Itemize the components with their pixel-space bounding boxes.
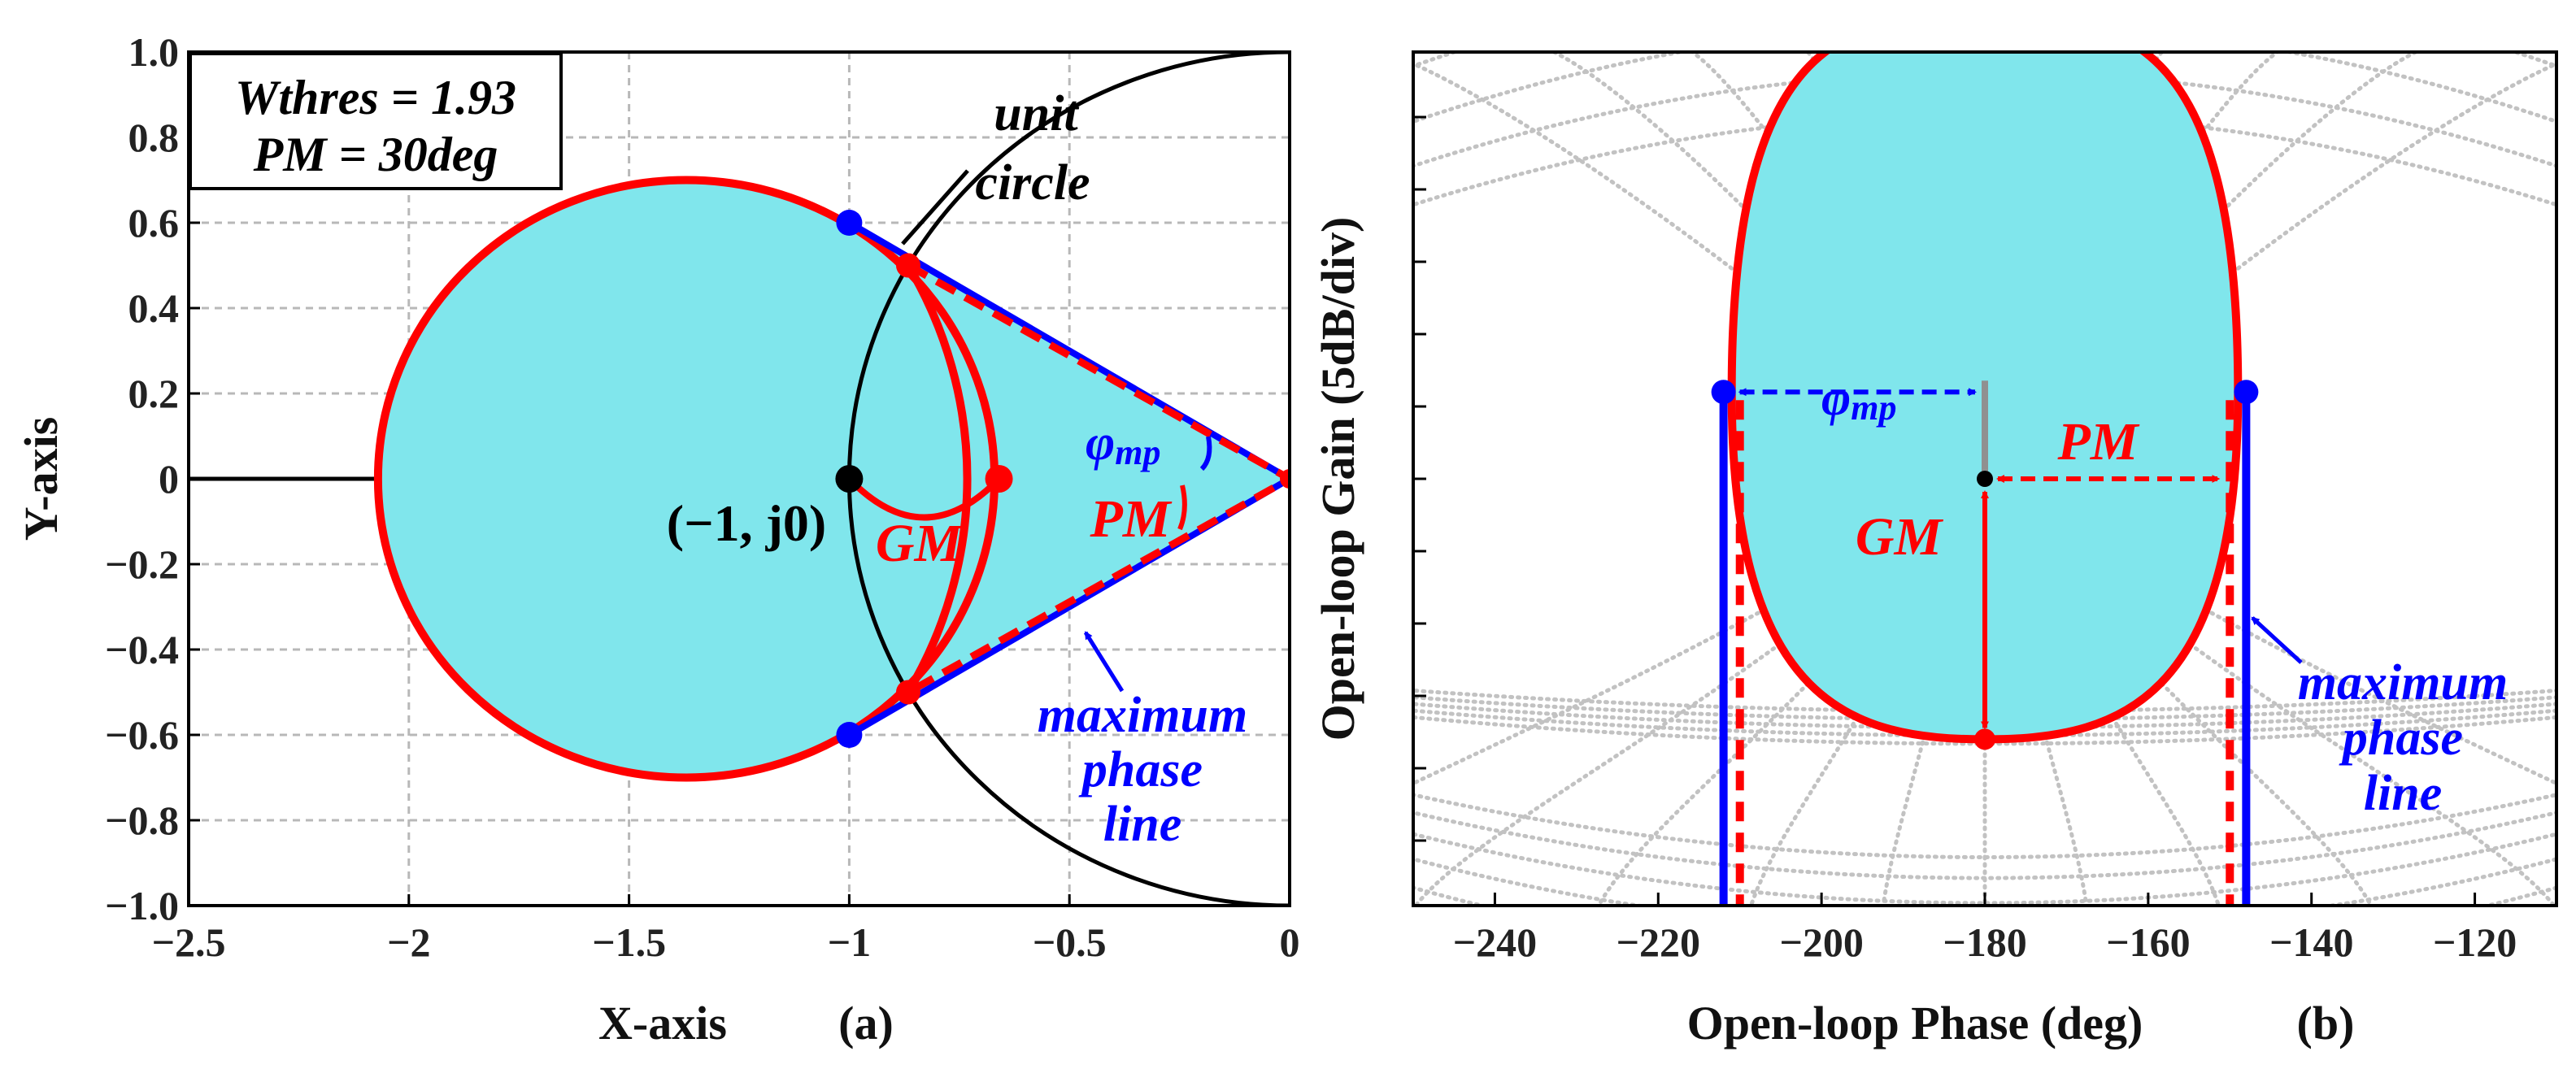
pm-angle-arc: [1177, 485, 1187, 531]
x-tick-label: −1: [828, 919, 872, 965]
pm-arc: [904, 263, 972, 695]
panel-b: −240 −220 −200 −180 −160 −140 −120 φmp PM GM m…: [1312, 50, 2558, 1049]
x-tick-label: 0: [1280, 919, 1300, 965]
point-blue-top: [836, 210, 863, 236]
x-tick-label-b: −200: [1779, 919, 1864, 965]
phi-subscript-b: mp: [1851, 388, 1896, 428]
point-blue-left: [1711, 380, 1736, 405]
x-tick-label: −2: [387, 919, 431, 965]
x-tick-label-b: −240: [1453, 919, 1538, 965]
max-phase-label-1: maximum: [1038, 688, 1247, 743]
phase-contour: [1982, 52, 2465, 481]
params-line-1: Wthres = 1.93: [235, 71, 516, 124]
y-tick-label: 0.6: [128, 200, 180, 246]
gm-arc: [846, 476, 1002, 521]
params-line-2: PM = 30deg: [253, 128, 498, 181]
phi-symbol: φ: [1086, 415, 1115, 471]
forbidden-wedge-fill: [849, 223, 1290, 735]
params-box: [189, 52, 563, 190]
x-tick-label-b: −120: [2433, 919, 2517, 965]
x-tick-label-b: −160: [2106, 919, 2191, 965]
panel-label-b: (b): [2297, 997, 2355, 1049]
max-phase-pointer-a: [1083, 631, 1125, 693]
phi-mp-angle-arc: [1199, 436, 1212, 471]
x-tick-label: −2.5: [152, 919, 226, 965]
max-phase-label-b-3: line: [2364, 766, 2442, 821]
y-tick-label: −0.8: [105, 797, 179, 843]
point-red-bottom: [895, 680, 920, 705]
pm-label-b: PM: [2057, 412, 2140, 471]
max-phase-label-b-2: phase: [2339, 710, 2463, 766]
max-phase-label-3: line: [1103, 797, 1181, 852]
point-critical-b: [1977, 471, 1993, 487]
x-axis-label-a: X-axis: [598, 997, 727, 1049]
max-phase-label-b-1: maximum: [2298, 655, 2508, 710]
data-layer-a: [189, 52, 1290, 906]
point-red-top: [895, 253, 920, 278]
x-axis-label-b: Open-loop Phase (deg): [1687, 997, 2143, 1049]
y-tick-label: 0.2: [128, 371, 180, 416]
pm-line: [906, 262, 1290, 696]
ticks-a: −2.5 −2 −1.5 −1 −0.5 0 1.0 0.8 0.6 0.4 0.2 0 −0.2 −0.…: [105, 29, 1300, 965]
y-tick-label: 1.0: [128, 29, 180, 75]
unit-circle-pointer: [901, 169, 969, 246]
unit-circle-label-2: circle: [975, 155, 1090, 211]
panel-a: −2.5 −2 −1.5 −1 −0.5 0 1.0 0.8 0.6 0.4 0.2 0 −0.2 −0.…: [15, 29, 1300, 1049]
y-axis-label-a: Y-axis: [15, 417, 67, 541]
panel-label-a: (a): [838, 997, 894, 1049]
phi-mp-label-b: φmp: [1821, 371, 1897, 428]
y-tick-label: −0.4: [105, 627, 179, 672]
point-blue-bottom: [836, 722, 863, 748]
point-gm-point: [985, 465, 1013, 493]
ticks-b: −240 −220 −200 −180 −160 −140 −120: [1413, 115, 2517, 965]
critical-point-label: (−1, j0): [667, 494, 826, 552]
max-phase-label-2: phase: [1078, 742, 1203, 797]
phi-mp-label-a: φmp: [1086, 415, 1161, 472]
y-tick-label: −1.0: [105, 883, 179, 928]
gm-label-b: GM: [1856, 507, 1944, 567]
phi-symbol-b: φ: [1821, 371, 1851, 426]
x-tick-label-b: −220: [1617, 919, 1701, 965]
unit-circle-label-1: unit: [994, 86, 1079, 141]
x-tick-label-b: −180: [1943, 919, 2027, 965]
phi-subscript: mp: [1115, 432, 1160, 472]
pm-label-a: PM: [1090, 489, 1173, 549]
y-tick-label: 0.4: [128, 285, 180, 331]
point-critical: [835, 465, 864, 493]
y-tick-label: 0: [159, 456, 179, 502]
forbidden-region-fill: [377, 180, 995, 778]
phase-contour: [1504, 52, 1987, 481]
x-tick-label: −0.5: [1033, 919, 1107, 965]
x-tick-label: −1.5: [592, 919, 666, 965]
data-layer-b: [1711, 52, 2259, 906]
gm-label-a: GM: [876, 514, 964, 573]
max-phase-line: [847, 219, 1290, 738]
x-tick-label-b: −140: [2269, 919, 2354, 965]
y-tick-label: −0.6: [105, 712, 179, 758]
max-phase-pointer-b: [2251, 616, 2303, 664]
y-axis-label-b: Open-loop Gain (5dB/div): [1312, 217, 1364, 741]
point-blue-right: [2234, 380, 2259, 405]
point-gm-b: [1974, 728, 1995, 750]
y-tick-label: 0.8: [128, 115, 180, 160]
y-tick-label: −0.2: [105, 541, 179, 587]
point-origin: [1280, 469, 1290, 489]
